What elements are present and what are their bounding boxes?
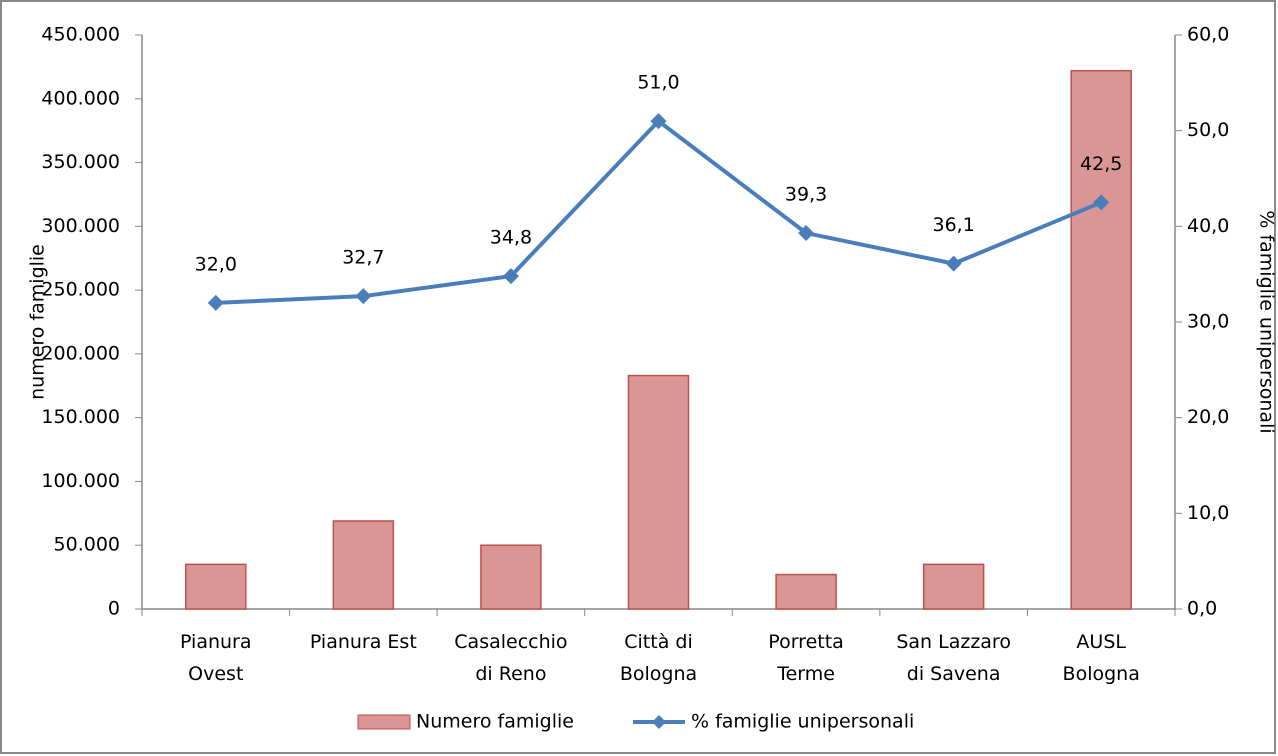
data-label: 36,1 (932, 214, 974, 236)
y-tick-label: 250.000 (41, 279, 120, 301)
x-tick-label: Città di Bologna (619, 631, 698, 685)
bar (1070, 69, 1132, 610)
data-label: 32,7 (342, 247, 384, 269)
y-tick-label: 50.000 (54, 534, 120, 556)
y2-axis-title: % famiglie unipersonali (1256, 210, 1278, 433)
data-label: 51,0 (637, 72, 679, 94)
y-axis-title: numero famiglie (27, 244, 49, 400)
x-tick-label: San Lazzaro di Savena (896, 631, 1011, 685)
y2-tick-label: 50,0 (1187, 119, 1229, 141)
y2-tick-label: 30,0 (1187, 311, 1229, 333)
data-label: 32,0 (195, 253, 237, 275)
y2-tick-label: 10,0 (1187, 502, 1229, 524)
data-label: 42,5 (1080, 153, 1122, 175)
marker (650, 113, 667, 130)
legend-label: Numero famiglie (416, 711, 574, 733)
bar (775, 573, 837, 610)
marker (1093, 194, 1110, 211)
y-tick-label: 100.000 (41, 470, 120, 492)
y2-tick-label: 40,0 (1187, 215, 1229, 237)
marker (798, 225, 815, 242)
bar (922, 563, 985, 610)
y-tick-label: 0 (108, 598, 120, 620)
y-tick-label: 300.000 (41, 215, 120, 237)
bar (332, 520, 395, 610)
y-tick-label: 150.000 (41, 406, 120, 428)
bar (185, 563, 247, 610)
y2-tick-label: 20,0 (1187, 406, 1229, 428)
bar (480, 544, 542, 610)
y2-tick-label: 60,0 (1187, 24, 1229, 46)
marker (207, 294, 224, 311)
x-tick-label: Pianura Ovest (180, 631, 252, 685)
legend-swatch (357, 714, 411, 730)
y-tick-label: 400.000 (41, 87, 120, 109)
x-tick-label: AUSL Bologna (1062, 631, 1140, 685)
y-tick-label: 350.000 (41, 151, 120, 173)
y-tick-label: 200.000 (41, 342, 120, 364)
y-tick-label: 450.000 (41, 24, 120, 46)
data-label: 39,3 (785, 184, 827, 206)
legend-label: % famiglie unipersonali (691, 711, 914, 733)
x-tick-label: Casalecchio di Reno (454, 631, 568, 685)
y2-tick-label: 0,0 (1187, 598, 1217, 620)
legend-marker (652, 715, 666, 729)
data-label: 34,8 (490, 227, 532, 249)
x-tick-label: Pianura Est (309, 631, 417, 653)
marker (355, 288, 372, 305)
bar (627, 374, 690, 610)
marker (502, 268, 519, 285)
marker (945, 255, 962, 272)
x-tick-label: Porretta Terme (768, 631, 844, 685)
